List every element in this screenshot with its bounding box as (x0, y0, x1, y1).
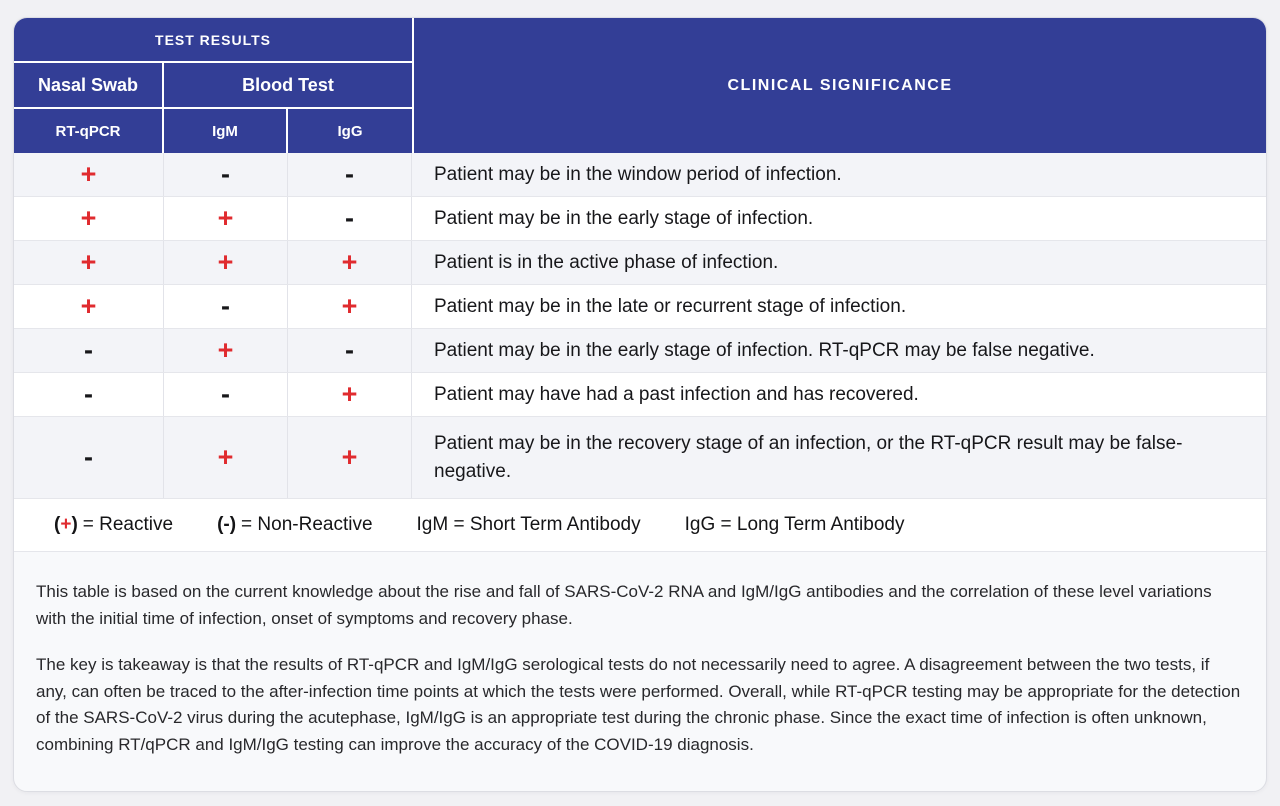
clinical-significance-text: Patient is in the active phase of infect… (434, 251, 779, 273)
test-results-title: TEST RESULTS (14, 18, 412, 63)
rtqpcr-result: + (14, 241, 164, 284)
clinical-significance-text: Patient may have had a past infection an… (434, 383, 919, 405)
legend-row: (+) = Reactive (-) = Non-Reactive IgM = … (14, 499, 1266, 552)
igm-result: + (164, 197, 288, 240)
legend-igm: IgM = Short Term Antibody (417, 514, 641, 536)
igg-result: - (288, 197, 412, 240)
legend-igg: IgG = Long Term Antibody (685, 514, 905, 536)
igm-result: - (164, 373, 288, 416)
close-paren: ) (229, 514, 237, 535)
igg-result: - (288, 153, 412, 196)
igg-result: + (288, 285, 412, 328)
legend-reactive-label: = Reactive (82, 514, 174, 535)
open-paren: ( (217, 514, 224, 535)
igg-result: + (288, 241, 412, 284)
rtqpcr-result: - (14, 417, 164, 498)
clinical-significance-text: Patient may be in the window period of i… (434, 163, 842, 185)
clinical-significance-text: Patient may be in the late or recurrent … (434, 295, 907, 317)
igm-result: + (164, 417, 288, 498)
table-row: - + - Patient may be in the early stage … (14, 329, 1266, 373)
table-header: TEST RESULTS Nasal Swab Blood Test RT-qP… (14, 18, 1266, 153)
igg-result: + (288, 373, 412, 416)
clinical-significance-header: CLINICAL SIGNIFICANCE (412, 18, 1266, 153)
table-row: + + - Patient may be in the early stage … (14, 197, 1266, 241)
table-body: + - - Patient may be in the window perio… (14, 153, 1266, 499)
clinical-significance-text: Patient may be in the early stage of inf… (434, 339, 1095, 361)
footnotes-section: This table is based on the current knowl… (14, 552, 1266, 759)
test-results-header-block: TEST RESULTS Nasal Swab Blood Test RT-qP… (14, 18, 412, 153)
open-paren: ( (54, 514, 61, 535)
footnote-paragraph: The key is takeaway is that the results … (36, 654, 1241, 755)
footnote-paragraph: This table is based on the current knowl… (36, 582, 1212, 628)
igg-column-header: IgG (337, 122, 363, 140)
rtqpcr-result: + (14, 153, 164, 196)
rtqpcr-result: + (14, 197, 164, 240)
igm-result: - (164, 285, 288, 328)
blood-test-header: Blood Test (242, 74, 334, 95)
test-column-row: RT-qPCR IgM IgG (14, 109, 412, 153)
igm-result: + (164, 329, 288, 372)
table-row: - - + Patient may have had a past infect… (14, 373, 1266, 417)
rtqpcr-result: - (14, 329, 164, 372)
clinical-significance-text: Patient may be in the early stage of inf… (434, 207, 814, 229)
close-paren: ) (71, 514, 78, 535)
covid-test-results-card: TEST RESULTS Nasal Swab Blood Test RT-qP… (13, 17, 1267, 792)
sample-type-row: Nasal Swab Blood Test (14, 63, 412, 109)
igm-column-header: IgM (164, 109, 288, 153)
table-row: - + + Patient may be in the recovery sta… (14, 417, 1266, 499)
clinical-significance-text: Patient may be in the recovery stage of … (434, 432, 1183, 482)
table-row: + - + Patient may be in the late or recu… (14, 285, 1266, 329)
igm-result: - (164, 153, 288, 196)
legend-igg-label: IgG = Long Term Antibody (684, 514, 905, 535)
plus-symbol: + (60, 514, 72, 535)
igg-result: + (288, 417, 412, 498)
igm-result: + (164, 241, 288, 284)
igg-result: - (288, 329, 412, 372)
table-row: + - - Patient may be in the window perio… (14, 153, 1266, 197)
minus-symbol: - (223, 514, 230, 535)
legend-non-reactive: (-) = Non-Reactive (217, 514, 372, 536)
legend-non-reactive-label: = Non-Reactive (241, 514, 373, 535)
legend-igm-label: IgM = Short Term Antibody (416, 514, 641, 535)
legend-reactive: (+) = Reactive (54, 514, 173, 536)
rtqpcr-result: - (14, 373, 164, 416)
rtqpcr-result: + (14, 285, 164, 328)
rtqpcr-column-header: RT-qPCR (14, 109, 164, 153)
nasal-swab-header: Nasal Swab (14, 63, 164, 107)
table-row: + + + Patient is in the active phase of … (14, 241, 1266, 285)
